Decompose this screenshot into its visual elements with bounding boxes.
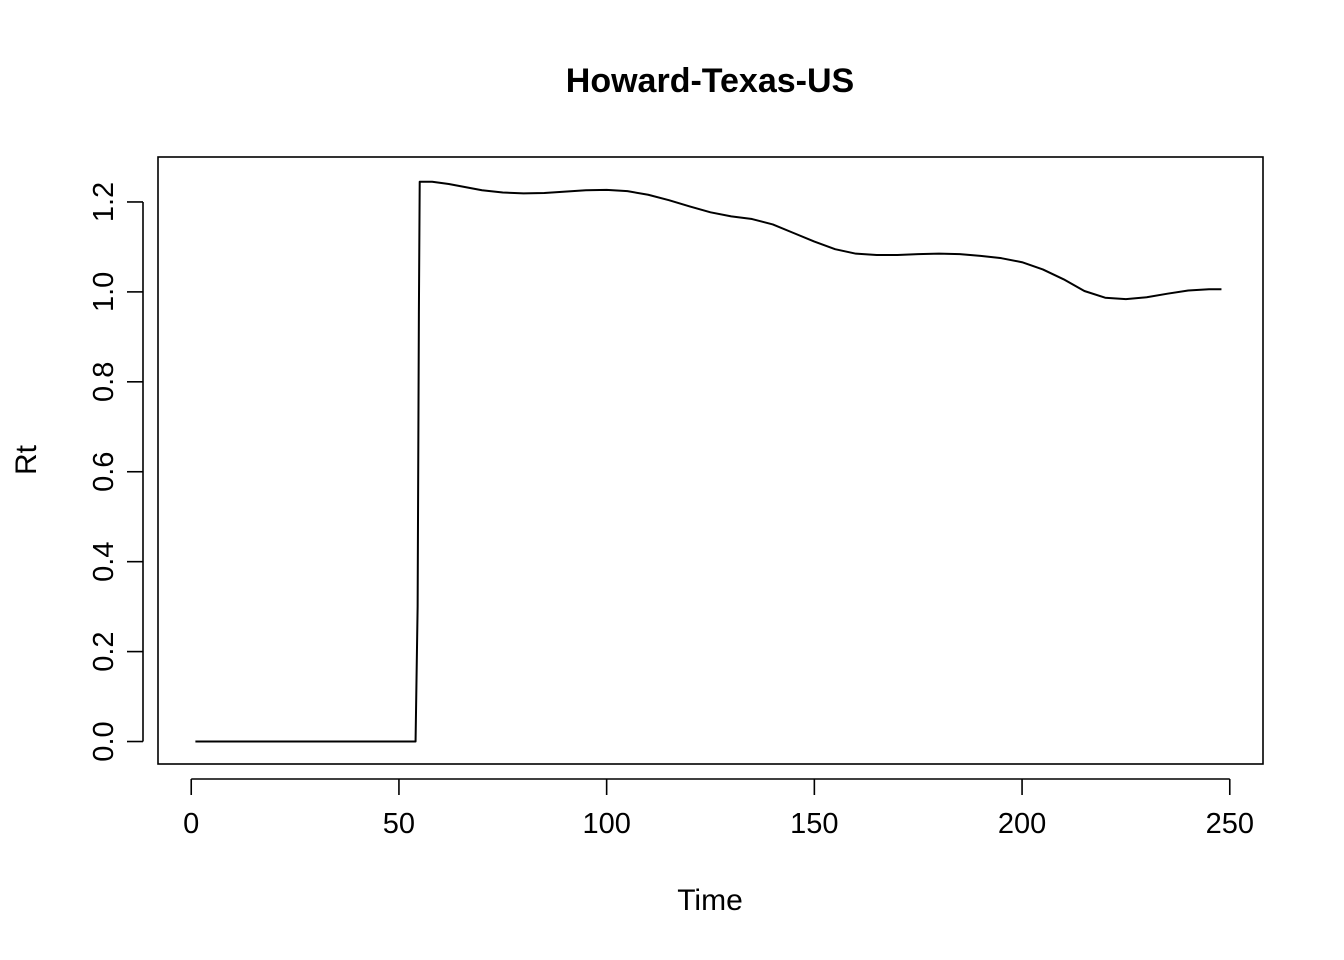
x-tick-label: 150 <box>790 808 838 840</box>
x-tick-label: 50 <box>383 808 415 840</box>
y-tick-label: 0.2 <box>88 631 120 671</box>
plot-frame <box>157 156 1264 765</box>
y-axis: 0.0 0.2 0.4 0.6 0.8 1.0 1.2 <box>88 182 144 762</box>
x-tick-label: 200 <box>998 808 1046 840</box>
y-tick-label: 0.0 <box>88 721 120 761</box>
y-tick-label: 0.6 <box>88 452 120 492</box>
y-axis-label: Rt <box>10 444 43 475</box>
x-axis-label: Time <box>677 884 743 917</box>
x-axis: 0 50 100 150 200 250 <box>183 778 1254 840</box>
series-layer <box>195 180 1222 743</box>
y-tick-label: 1.0 <box>88 272 120 312</box>
y-tick-label: 1.2 <box>88 182 120 222</box>
y-tick-label: 0.8 <box>88 362 120 402</box>
chart-title: Howard-Texas-US <box>566 62 854 100</box>
y-tick-label: 0.4 <box>88 542 120 582</box>
x-tick-label: 0 <box>183 808 199 840</box>
x-tick-label: 250 <box>1206 808 1254 840</box>
x-tick-label: 100 <box>582 808 630 840</box>
series-line <box>195 180 1222 743</box>
